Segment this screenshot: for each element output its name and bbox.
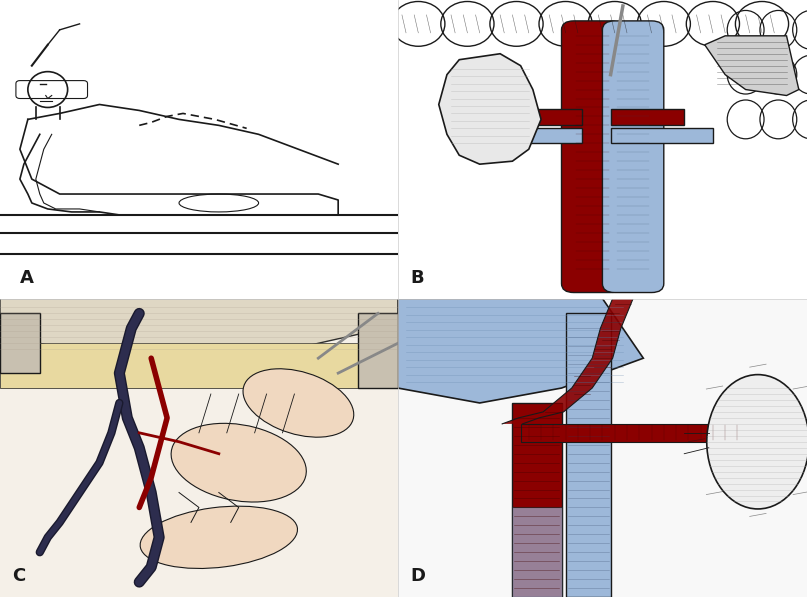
Bar [566,313,611,597]
Text: B: B [410,269,424,287]
Bar [512,403,562,597]
Text: C: C [12,567,25,585]
Bar [358,313,398,388]
Ellipse shape [243,369,353,437]
Bar [500,128,582,143]
Polygon shape [439,54,541,164]
Bar [0,313,40,373]
FancyBboxPatch shape [562,21,623,293]
Polygon shape [398,298,643,403]
Ellipse shape [171,423,307,502]
Bar [500,109,582,125]
Bar [611,109,684,125]
FancyBboxPatch shape [602,21,664,293]
Ellipse shape [707,375,807,509]
Text: A: A [20,269,34,287]
Polygon shape [705,36,799,96]
Bar [611,128,713,143]
Bar [521,424,746,442]
Text: D: D [410,567,425,585]
Polygon shape [0,298,398,373]
Bar [0,343,398,388]
Bar [512,507,562,597]
Ellipse shape [140,506,298,568]
